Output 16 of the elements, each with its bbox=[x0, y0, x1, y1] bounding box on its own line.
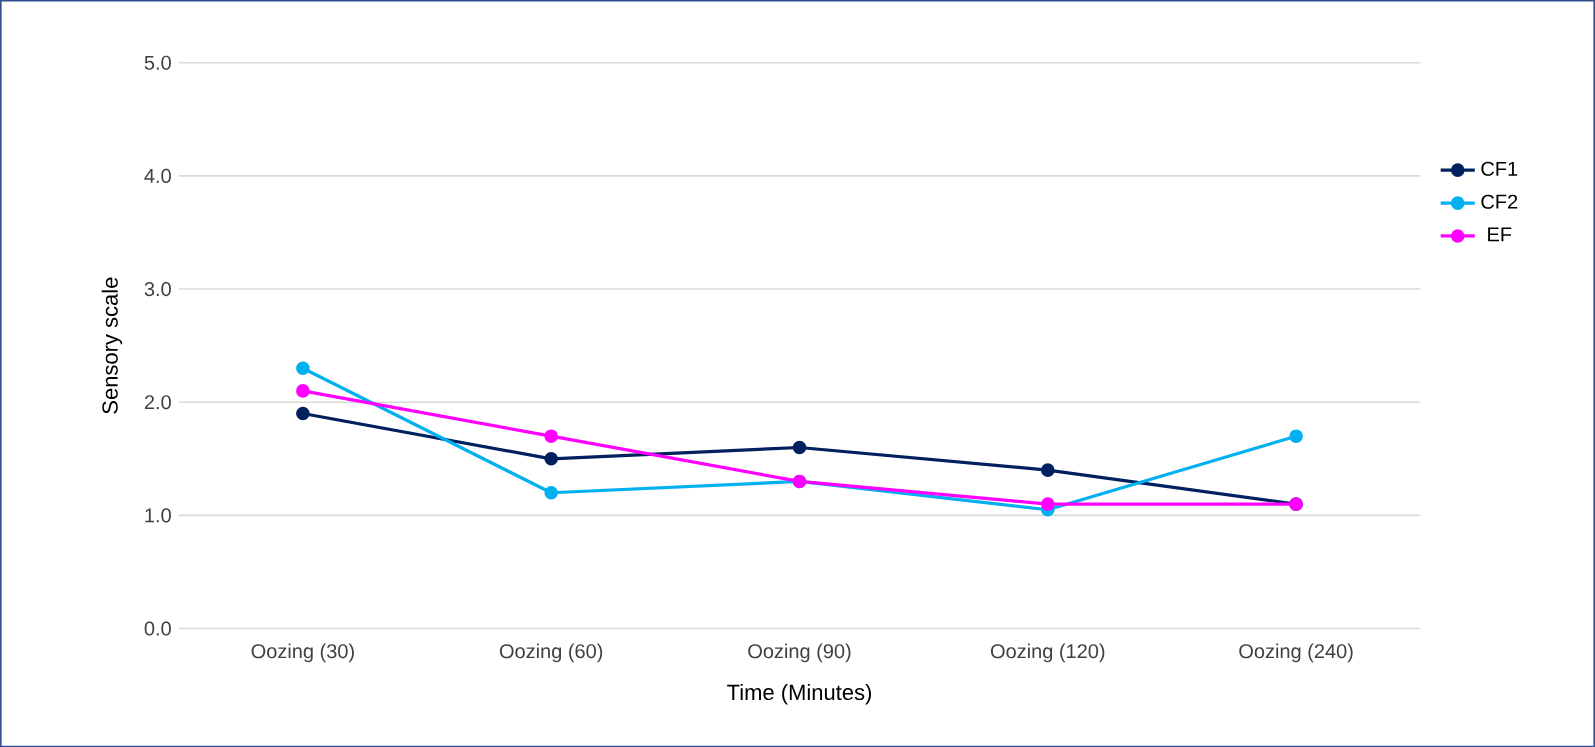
x-tick-label: Oozing (60) bbox=[499, 643, 603, 663]
x-tick-label: Oozing (120) bbox=[990, 643, 1105, 663]
x-tick-label: Oozing (90) bbox=[748, 643, 851, 663]
y-tick-label: 4.0 bbox=[144, 168, 171, 183]
y-axis-title: Sensory scale bbox=[101, 277, 123, 414]
x-tick-label: Oozing (30) bbox=[251, 643, 354, 663]
x-axis-title: Time (Minutes) bbox=[727, 683, 872, 705]
y-tick-label: 5.0 bbox=[144, 55, 171, 70]
legend-label: EF bbox=[1488, 227, 1512, 242]
legend-label: CF1 bbox=[1481, 161, 1518, 176]
y-tick-label: 3.0 bbox=[144, 281, 171, 297]
y-tick-label: 0.0 bbox=[144, 621, 171, 636]
y-tick-label: 1.0 bbox=[145, 508, 171, 523]
legend-label: CF2 bbox=[1481, 194, 1518, 209]
x-tick-label: Oozing (240) bbox=[1239, 643, 1353, 663]
y-tick-label: 2.0 bbox=[144, 395, 171, 410]
